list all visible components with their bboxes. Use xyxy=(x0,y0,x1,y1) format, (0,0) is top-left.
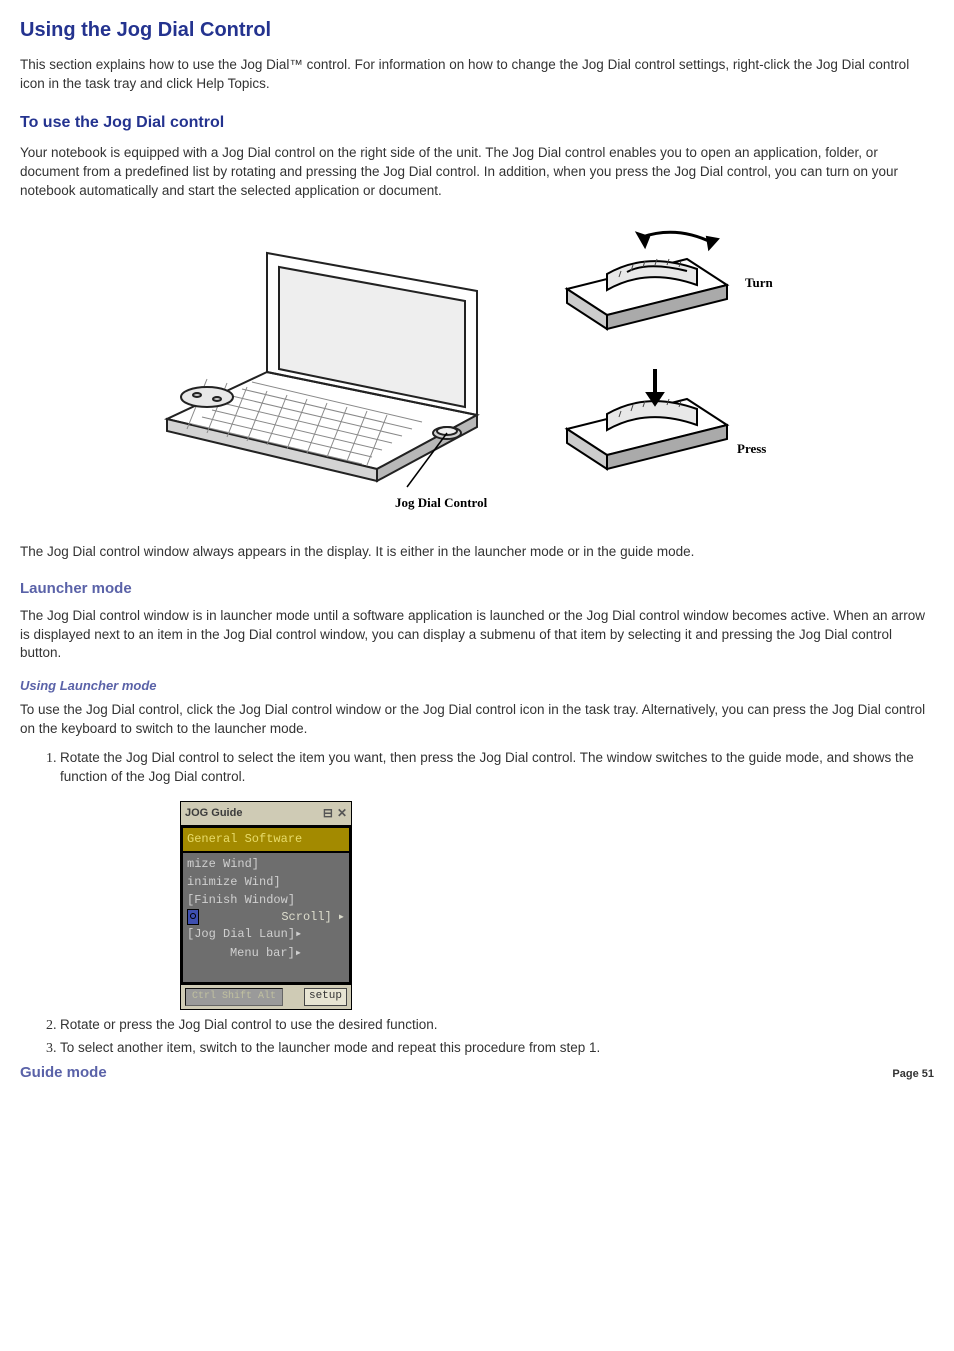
list-item: To select another item, switch to the la… xyxy=(60,1039,934,1058)
list-item[interactable]: [Jog Dial Laun]▸ xyxy=(183,925,349,943)
section-use-body: Your notebook is equipped with a Jog Dia… xyxy=(20,144,934,201)
using-launcher-body: To use the Jog Dial control, click the J… xyxy=(20,701,934,739)
list-item-selected[interactable]: Scroll] ▸ xyxy=(183,909,349,925)
section-use-title: To use the Jog Dial control xyxy=(20,112,934,134)
jog-window-title: JOG Guide xyxy=(185,806,242,821)
launcher-mode-body: The Jog Dial control window is in launch… xyxy=(20,607,934,664)
list-item[interactable]: Menu bar]▸ xyxy=(183,944,349,962)
jog-window-band: General Software xyxy=(181,826,351,853)
selection-handle-icon xyxy=(187,909,199,925)
figure-caption: Jog Dial Control xyxy=(395,495,488,510)
jog-window-list: mize Wind] inimize Wind] [Finish Window]… xyxy=(181,853,351,984)
guide-mode-title: Guide mode xyxy=(20,1062,107,1083)
selected-label: Scroll] xyxy=(205,909,332,925)
page-number: Page 51 xyxy=(892,1067,934,1082)
list-item: Rotate or press the Jog Dial control to … xyxy=(60,1016,934,1035)
jog-guide-window: JOG Guide ⊟ ✕ General Software mize Wind… xyxy=(180,801,352,1010)
notebook-illustration: Jog Dial Control xyxy=(147,219,507,519)
intro-paragraph: This section explains how to use the Jog… xyxy=(20,56,934,94)
jog-dial-figure: Jog Dial Control xyxy=(20,219,934,525)
submenu-arrow-icon: ▸ xyxy=(338,909,345,925)
setup-button[interactable]: setup xyxy=(304,988,347,1005)
list-item[interactable]: [Finish Window] xyxy=(183,891,349,909)
jogdial-detail-illustration: Turn Press xyxy=(537,219,807,519)
close-icon[interactable]: ✕ xyxy=(337,805,347,822)
list-item[interactable]: mize Wind] xyxy=(183,855,349,873)
launcher-mode-title: Launcher mode xyxy=(20,578,934,599)
after-figure-paragraph: The Jog Dial control window always appea… xyxy=(20,543,934,562)
list-item xyxy=(183,962,349,980)
status-modifiers: Ctrl Shift Alt xyxy=(185,988,283,1006)
press-label: Press xyxy=(737,441,766,456)
list-item[interactable]: inimize Wind] xyxy=(183,873,349,891)
turn-label: Turn xyxy=(745,275,773,290)
window-icon[interactable]: ⊟ xyxy=(323,805,333,822)
page-title: Using the Jog Dial Control xyxy=(20,16,934,44)
list-item: Rotate the Jog Dial control to select th… xyxy=(60,749,934,787)
using-launcher-title: Using Launcher mode xyxy=(20,677,934,695)
